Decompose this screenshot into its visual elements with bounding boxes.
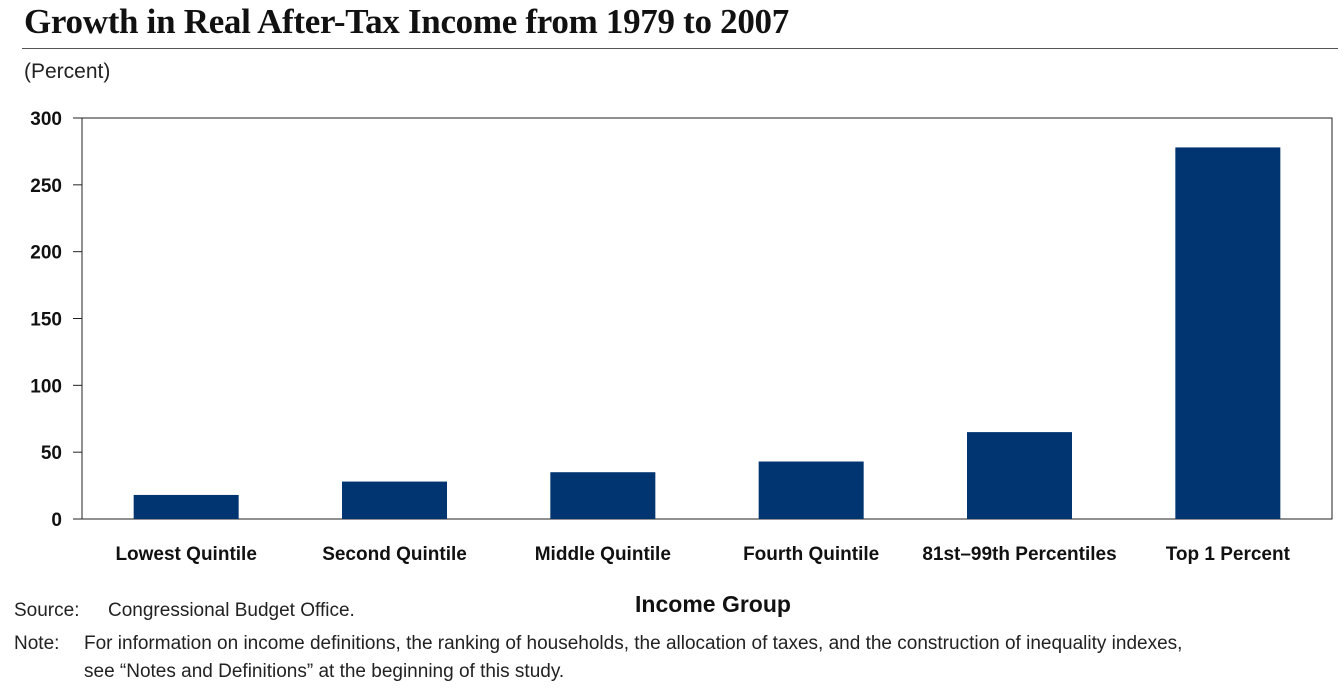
y-tick-label: 0	[51, 510, 62, 531]
y-axis-unit-label: (Percent)	[24, 60, 111, 83]
x-tick-label: Top 1 Percent	[1166, 544, 1291, 565]
source-line: Source: Congressional Budget Office.	[14, 596, 355, 626]
y-tick-label: 150	[30, 310, 62, 331]
y-tick-label: 100	[30, 376, 62, 397]
note-label: Note:	[14, 633, 60, 654]
x-tick-label: Middle Quintile	[535, 544, 671, 565]
source-text: Congressional Budget Office.	[108, 600, 355, 621]
bar	[342, 481, 447, 519]
y-tick-label: 250	[30, 176, 62, 197]
x-tick-label: Lowest Quintile	[115, 544, 256, 565]
note-line-1: Note: For information on income definitio…	[14, 629, 1182, 659]
x-axis-label: Income Group	[635, 591, 791, 617]
source-label: Source:	[14, 600, 80, 621]
y-tick-label: 300	[30, 109, 62, 130]
y-tick-label: 50	[41, 443, 62, 464]
title-divider	[22, 48, 1338, 49]
bar	[550, 472, 656, 519]
bar	[967, 432, 1072, 519]
note-text-1: For information on income definitions, t…	[84, 633, 1183, 654]
plot-frame	[81, 117, 1333, 520]
chart-title: Growth in Real After-Tax Income from 197…	[24, 2, 789, 41]
bar	[133, 494, 239, 519]
bar	[1175, 147, 1281, 519]
note-text-2: see “Notes and Definitions” at the begin…	[84, 661, 565, 682]
y-tick-label: 200	[30, 243, 62, 264]
x-tick-label: Second Quintile	[322, 544, 467, 565]
x-tick-label: Fourth Quintile	[743, 544, 879, 565]
note-line-2: see “Notes and Definitions” at the begin…	[84, 657, 564, 687]
x-tick-label: 81st–99th Percentiles	[922, 544, 1116, 565]
bar	[758, 461, 864, 519]
